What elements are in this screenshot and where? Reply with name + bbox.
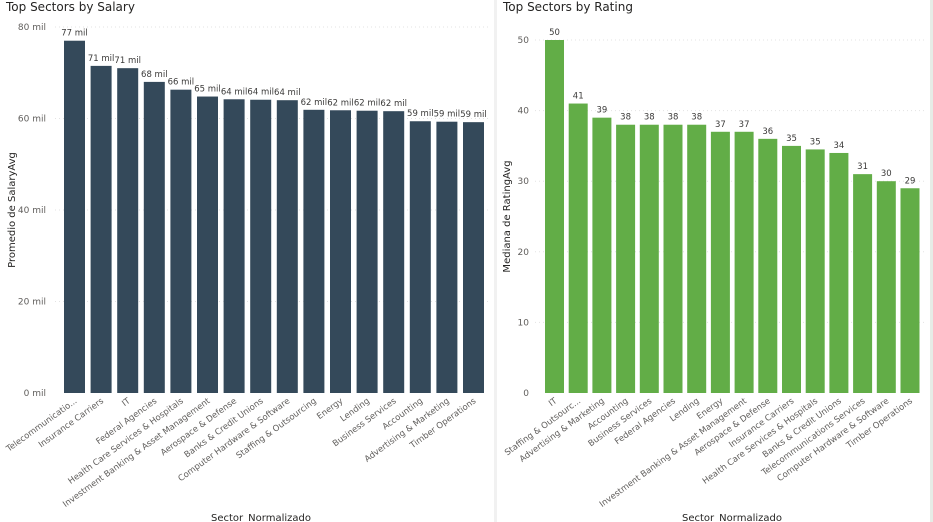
- y-tick-label: 50: [518, 36, 530, 46]
- y-tick-label: 0: [523, 389, 529, 399]
- bar: [758, 138, 778, 393]
- data-label: 30: [881, 169, 892, 179]
- data-label: 29: [905, 176, 916, 186]
- bar: [463, 122, 484, 393]
- bar: [734, 131, 754, 393]
- data-label: 59 mil: [434, 110, 461, 120]
- data-label: 71 mil: [114, 56, 141, 66]
- salary-chart-plot: 0 mil 20 mil 40 mil 60 mil 80 mil Promedio de…: [4, 23, 488, 522]
- bar: [170, 89, 192, 394]
- data-label: 65 mil: [194, 85, 221, 95]
- bar: [409, 121, 431, 394]
- data-label: 62 mil: [354, 99, 381, 109]
- bar: [436, 121, 458, 393]
- data-label: 38: [668, 113, 679, 123]
- chart-title: Top Sectors by Salary: [6, 0, 135, 14]
- bar: [687, 124, 707, 393]
- y-tick-label: 60 mil: [18, 115, 46, 125]
- y-tick-label: 20: [518, 248, 530, 258]
- bar: [356, 110, 378, 393]
- bar: [223, 99, 245, 393]
- bar: [829, 152, 849, 393]
- data-label: 35: [810, 137, 821, 147]
- bar: [276, 100, 298, 393]
- data-label: 31: [857, 162, 868, 172]
- y-axis-title: Promedio de SalaryAvg: [7, 152, 18, 268]
- bar: [90, 65, 112, 393]
- data-label: 64 mil: [221, 87, 248, 97]
- bar: [330, 110, 351, 393]
- data-label: 59 mil: [407, 109, 434, 119]
- data-label: 59 mil: [460, 110, 487, 120]
- y-tick-label: 40: [518, 107, 530, 117]
- bar: [782, 145, 801, 393]
- bar: [143, 81, 165, 394]
- bar: [663, 124, 683, 393]
- data-label: 62 mil: [301, 98, 328, 108]
- data-label: 36: [762, 127, 773, 137]
- panel-divider: [494, 0, 497, 522]
- data-label: 50: [549, 28, 560, 38]
- x-axis-title: Sector_Normalizado: [211, 513, 311, 522]
- bar: [639, 124, 659, 393]
- data-label: 62 mil: [327, 98, 354, 108]
- bar: [250, 99, 272, 394]
- bar: [197, 96, 218, 393]
- chart-title: Top Sectors by Rating: [503, 0, 633, 14]
- bar: [616, 124, 636, 393]
- data-label: 37: [715, 120, 726, 130]
- data-label: 34: [833, 141, 844, 151]
- data-label: 68 mil: [141, 70, 168, 80]
- x-tick-label: IT: [547, 396, 560, 409]
- bar: [64, 40, 85, 393]
- data-label: 39: [596, 106, 607, 116]
- bar: [303, 109, 325, 394]
- y-tick-label: 40 mil: [18, 206, 46, 216]
- bar: [853, 174, 873, 393]
- data-label: 64 mil: [274, 88, 301, 98]
- bar: [383, 111, 405, 394]
- data-label: 38: [620, 113, 631, 123]
- y-tick-label: 0 mil: [24, 389, 46, 399]
- data-label: 41: [573, 92, 584, 102]
- rating-chart-panel: Top Sectors by Rating 0 10 20 30 40 50 Mediana…: [497, 0, 933, 522]
- page-edge: [930, 0, 933, 522]
- data-label: 77 mil: [61, 29, 88, 39]
- bar: [876, 181, 896, 393]
- bar: [592, 117, 612, 393]
- x-tick-label: IT: [120, 396, 133, 409]
- bar: [900, 188, 920, 393]
- y-tick-label: 30: [518, 177, 530, 187]
- x-axis-title: Sector_Normalizado: [682, 513, 782, 522]
- y-tick-label: 80 mil: [18, 23, 46, 33]
- data-label: 38: [691, 113, 702, 123]
- y-axis-title: Mediana de RatingAvg: [502, 160, 513, 272]
- bar: [805, 149, 825, 393]
- data-label: 38: [644, 113, 655, 123]
- bar: [545, 40, 564, 393]
- data-label: 37: [739, 120, 750, 130]
- data-label: 71 mil: [88, 54, 115, 64]
- data-label: 35: [786, 134, 797, 144]
- bar: [117, 68, 139, 394]
- salary-chart-panel: Top Sectors by Salary 0 mil 20 mil 40 mil 6…: [3, 0, 488, 522]
- y-tick-label: 10: [518, 318, 530, 328]
- data-label: 64 mil: [247, 88, 274, 98]
- bar: [710, 131, 730, 393]
- data-label: 66 mil: [168, 78, 195, 88]
- data-label: 62 mil: [380, 99, 407, 109]
- y-tick-label: 20 mil: [18, 298, 46, 308]
- bar: [568, 103, 588, 393]
